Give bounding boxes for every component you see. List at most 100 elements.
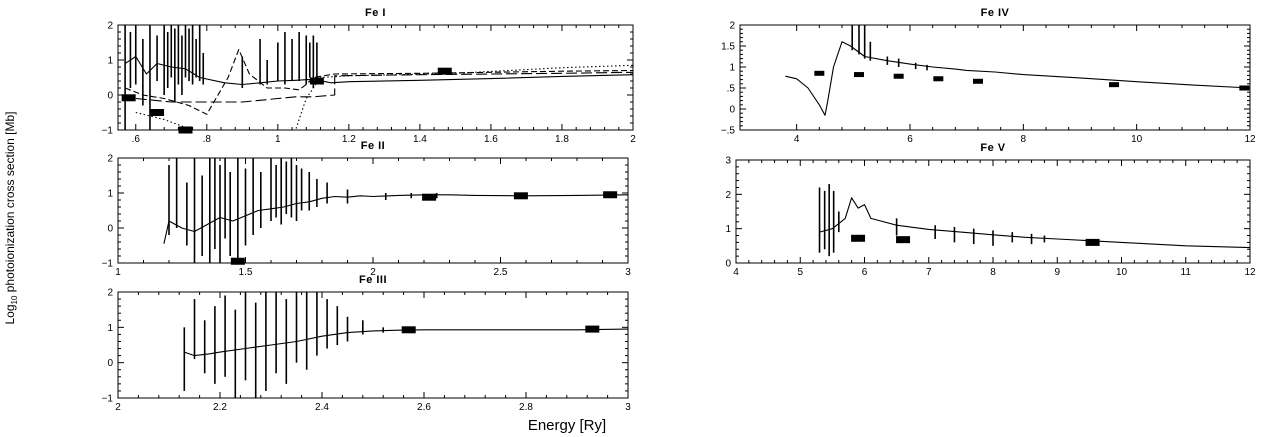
data-marker — [893, 73, 904, 79]
x-tick-label: 2.6 — [417, 402, 431, 413]
data-marker — [603, 191, 618, 199]
data-marker — [933, 76, 944, 82]
data-marker — [121, 94, 136, 102]
panel-3: Fe III 2 2.2 2.4 2.6 2.8 3 −1 0 1 2 — [102, 274, 632, 413]
x-tick-label: 1 — [275, 134, 281, 145]
data-marker — [309, 77, 324, 85]
x-tick-label: 1.8 — [555, 134, 569, 145]
y-tick-label: 2 — [729, 21, 735, 32]
y-tick-label: 0 — [729, 105, 735, 116]
panel-frame — [739, 24, 1251, 131]
panel-frame — [117, 291, 629, 399]
plot-area — [163, 158, 628, 263]
data-marker — [896, 236, 911, 244]
x-tick-label: 2 — [630, 134, 636, 145]
data-marker — [230, 257, 245, 265]
x-tick-label: 2.2 — [213, 402, 227, 413]
data-marker — [851, 234, 866, 242]
data-marker — [178, 126, 193, 134]
panel-title: Fe IV — [981, 7, 1010, 19]
y-tick-label: 1 — [107, 323, 113, 334]
y-tick-label: 0 — [107, 358, 113, 369]
x-tick-label: 2.4 — [315, 402, 329, 413]
x-tick-label: 1.4 — [413, 134, 427, 145]
panel-frame — [735, 159, 1251, 264]
data-marker — [1239, 85, 1250, 91]
x-tick-label: 9 — [1054, 267, 1060, 278]
data-marker — [973, 78, 983, 84]
y-tick-label: 2 — [107, 154, 113, 165]
panel-4: Fe IV 4 6 8 10 12 −.5 0 .5 1 1.5 2 — [721, 7, 1256, 145]
x-tick-label: 3 — [625, 267, 631, 278]
x-tick-label: 1 — [115, 267, 121, 278]
global-x-axis-label: Energy [Ry] — [528, 417, 606, 434]
panel-title: Fe II — [361, 140, 386, 152]
y-tick-label: 1.5 — [721, 42, 735, 53]
y-tick-label: 0 — [725, 259, 731, 270]
plot-area — [818, 184, 1250, 257]
y-tick-label: 2 — [725, 190, 731, 201]
panel-title: Fe III — [359, 274, 387, 286]
data-marker — [854, 72, 864, 78]
x-tick-label: 4 — [794, 134, 800, 145]
y-tick-label: 2 — [107, 21, 113, 32]
x-tick-label: 2.8 — [519, 402, 533, 413]
data-marker — [422, 193, 437, 201]
series-line-solid — [819, 197, 1250, 249]
x-tick-label: 2 — [370, 267, 376, 278]
x-tick-label: 8 — [990, 267, 996, 278]
x-tick-label: 12 — [1244, 134, 1256, 145]
x-tick-label: 1.2 — [342, 134, 356, 145]
data-marker — [401, 326, 416, 334]
series-line-long-dashed — [135, 71, 633, 103]
panel-1: Fe I .6 .8 1 1.2 1.4 1.6 1.8 2 −1 0 1 2 — [102, 7, 637, 145]
y-tick-label: −1 — [102, 259, 114, 270]
data-marker — [1109, 82, 1119, 88]
y-tick-label: 1 — [107, 56, 113, 67]
x-tick-label: 11 — [1181, 267, 1192, 278]
plot-area — [124, 25, 633, 130]
x-tick-label: 4 — [733, 267, 739, 278]
y-tick-label: −.5 — [721, 126, 736, 137]
panel-title: Fe V — [980, 142, 1005, 154]
y-tick-label: −1 — [102, 126, 114, 137]
y-tick-label: 1 — [107, 189, 113, 200]
data-marker — [814, 70, 825, 76]
series-line-dashed — [124, 48, 633, 115]
x-tick-label: 6 — [862, 267, 868, 278]
x-tick-label: 8 — [1021, 134, 1027, 145]
x-tick-label: 2 — [115, 402, 121, 413]
x-tick-label: 1.5 — [239, 267, 253, 278]
y-tick-label: 1 — [725, 224, 731, 235]
x-tick-label: 10 — [1116, 267, 1128, 278]
series-line-solid — [163, 194, 628, 244]
x-tick-label: .6 — [132, 134, 141, 145]
y-tick-label: −1 — [102, 394, 114, 405]
x-tick-label: .8 — [203, 134, 212, 145]
data-marker — [513, 192, 528, 200]
data-marker — [585, 325, 600, 333]
y-tick-label: 0 — [107, 224, 113, 235]
series-line-solid — [124, 55, 633, 86]
x-tick-label: 1.6 — [484, 134, 498, 145]
y-tick-label: 1 — [729, 63, 735, 74]
y-tick-label: 3 — [725, 156, 731, 167]
series-line-solid — [785, 41, 1250, 116]
x-tick-label: 6 — [907, 134, 913, 145]
plot-area — [785, 25, 1250, 116]
x-tick-label: 12 — [1244, 267, 1256, 278]
data-marker — [150, 109, 165, 116]
x-tick-label: 5 — [797, 267, 803, 278]
x-tick-label: 7 — [926, 267, 932, 278]
y-tick-label: 0 — [107, 91, 113, 102]
x-tick-label: 10 — [1131, 134, 1143, 145]
panel-title: Fe I — [365, 7, 386, 19]
plot-area — [183, 292, 628, 398]
panel-frame — [117, 24, 634, 131]
x-tick-label: 3 — [625, 402, 631, 413]
data-marker — [437, 67, 452, 75]
data-marker — [1085, 238, 1100, 246]
y-tick-label: 2 — [107, 288, 113, 299]
